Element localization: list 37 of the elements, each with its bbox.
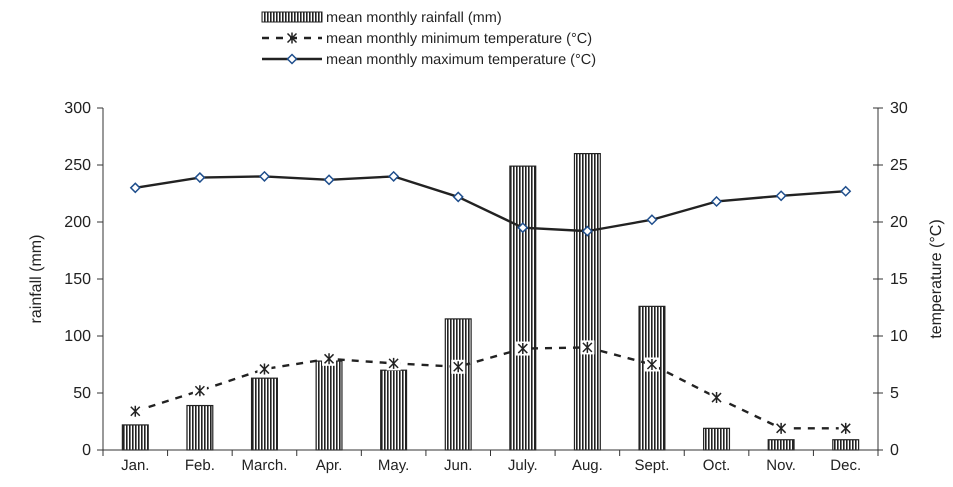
x-tick-label: March. (242, 457, 288, 474)
bar (768, 439, 795, 451)
x-tick-label: Feb. (184, 457, 215, 474)
y2-tick-label: 0 (890, 442, 899, 459)
y-tick-label: 100 (64, 328, 92, 345)
y-tick-label: 150 (64, 271, 92, 288)
y-tick-label: 300 (64, 100, 92, 117)
y-axis-title: rainfall (mm) (28, 234, 45, 324)
y-tick-label: 200 (64, 214, 92, 231)
y-tick-label: 250 (64, 157, 92, 174)
y2-axis-title: temperature (°C) (928, 219, 945, 339)
x-tick-label: July. (508, 457, 538, 474)
x-tick-label: May. (378, 457, 410, 474)
y2-tick-label: 15 (890, 271, 908, 288)
x-tick-label: Apr. (316, 457, 342, 474)
bar (832, 439, 860, 451)
y2-tick-label: 30 (890, 100, 908, 117)
x-tick-label: Jun. (444, 457, 472, 474)
legend-label: mean monthly minimum temperature (°C) (326, 31, 592, 47)
y-tick-label: 50 (73, 385, 92, 402)
legend-label: mean monthly rainfall (mm) (326, 10, 502, 26)
x-tick-label: Nov. (766, 457, 796, 474)
y2-tick-label: 25 (890, 157, 908, 174)
bar (703, 428, 730, 451)
y2-tick-label: 10 (890, 328, 908, 345)
y-tick-label: 0 (82, 442, 92, 459)
bar (186, 404, 214, 451)
x-tick-label: Dec. (830, 457, 862, 474)
y2-tick-label: 20 (890, 214, 908, 231)
y2-tick-label: 5 (890, 385, 899, 402)
x-tick-label: Sept. (634, 457, 670, 474)
x-tick-label: Oct. (702, 457, 730, 474)
x-tick-label: Jan. (121, 457, 150, 474)
bar (122, 424, 149, 451)
legend-label: mean monthly maximum temperature (°C) (326, 52, 596, 68)
bar (250, 378, 278, 451)
x-tick-label: Aug. (572, 457, 603, 474)
